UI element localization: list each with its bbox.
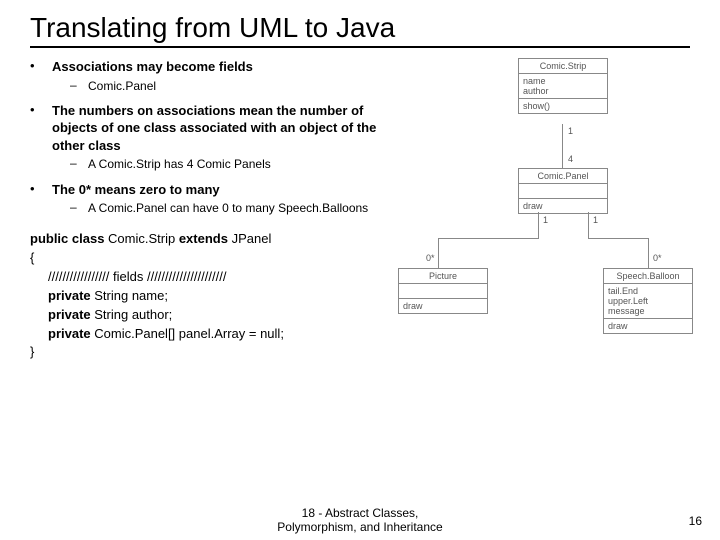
- uml-association: [438, 238, 539, 239]
- keyword: private: [48, 326, 91, 341]
- code-line: }: [30, 343, 390, 362]
- code-line: private String name;: [30, 287, 390, 306]
- keyword: public class: [30, 231, 104, 246]
- code-line: {: [30, 249, 390, 268]
- footer-center: 18 - Abstract Classes, Polymorphism, and…: [0, 506, 720, 534]
- bullet-level1: • Associations may become fields: [30, 58, 390, 76]
- code-text: Comic.Strip: [104, 231, 178, 246]
- bullet-text: Associations may become fields: [52, 58, 253, 76]
- footer-text: 18 - Abstract Classes,: [302, 506, 419, 520]
- uml-association: [538, 212, 539, 238]
- bullet-text: The 0* means zero to many: [52, 181, 220, 199]
- uml-class-ops: draw: [604, 319, 692, 333]
- page-title: Translating from UML to Java: [0, 0, 720, 46]
- code-line: public class Comic.Strip extends JPanel: [30, 230, 390, 249]
- bullet-level2: – A Comic.Strip has 4 Comic Panels: [70, 156, 390, 172]
- uml-class-name: Picture: [399, 269, 487, 284]
- content-row: • Associations may become fields – Comic…: [0, 58, 720, 378]
- bullet-marker: •: [30, 181, 52, 199]
- uml-class-attrs: [519, 184, 607, 199]
- uml-class-ops: show(): [519, 99, 607, 113]
- uml-association: [588, 212, 589, 238]
- right-column: Comic.Strip name author show() 1 4 Comic…: [390, 58, 720, 378]
- code-text: String author;: [91, 307, 173, 322]
- uml-multiplicity: 1: [543, 215, 548, 225]
- bullet-marker: •: [30, 58, 52, 76]
- uml-class-name: Speech.Balloon: [604, 269, 692, 284]
- uml-association: [648, 238, 649, 268]
- page-number: 16: [689, 514, 702, 528]
- code-line: ///////////////// fields ///////////////…: [30, 268, 390, 287]
- keyword: extends: [179, 231, 228, 246]
- code-text: String name;: [91, 288, 168, 303]
- uml-multiplicity: 1: [593, 215, 598, 225]
- uml-association: [562, 124, 563, 168]
- code-line: private String author;: [30, 306, 390, 325]
- dash-marker: –: [70, 78, 88, 94]
- uml-class-attrs: tail.End upper.Left message: [604, 284, 692, 319]
- uml-class-name: Comic.Strip: [519, 59, 607, 74]
- footer-text: Polymorphism, and Inheritance: [277, 520, 442, 534]
- bullet-level2: – A Comic.Panel can have 0 to many Speec…: [70, 200, 390, 216]
- uml-diagram: Comic.Strip name author show() 1 4 Comic…: [398, 58, 698, 378]
- bullet-text: Comic.Panel: [88, 78, 156, 94]
- left-column: • Associations may become fields – Comic…: [30, 58, 390, 378]
- uml-multiplicity: 0*: [426, 253, 435, 263]
- bullet-level1: • The 0* means zero to many: [30, 181, 390, 199]
- bullet-text: A Comic.Strip has 4 Comic Panels: [88, 156, 271, 172]
- uml-multiplicity: 0*: [653, 253, 662, 263]
- uml-multiplicity: 4: [568, 154, 573, 164]
- uml-association: [588, 238, 648, 239]
- uml-class-comicpanel: Comic.Panel draw: [518, 168, 608, 214]
- keyword: private: [48, 288, 91, 303]
- dash-marker: –: [70, 200, 88, 216]
- uml-multiplicity: 1: [568, 126, 573, 136]
- bullet-marker: •: [30, 102, 52, 155]
- uml-class-picture: Picture draw: [398, 268, 488, 314]
- uml-class-comicstrip: Comic.Strip name author show(): [518, 58, 608, 114]
- title-underline: [30, 46, 690, 48]
- uml-class-ops: draw: [519, 199, 607, 213]
- dash-marker: –: [70, 156, 88, 172]
- code-block: public class Comic.Strip extends JPanel …: [30, 230, 390, 362]
- uml-class-speechballoon: Speech.Balloon tail.End upper.Left messa…: [603, 268, 693, 334]
- bullet-text: The numbers on associations mean the num…: [52, 102, 390, 155]
- code-text: JPanel: [228, 231, 271, 246]
- uml-class-attrs: [399, 284, 487, 299]
- uml-class-name: Comic.Panel: [519, 169, 607, 184]
- code-line: private Comic.Panel[] panel.Array = null…: [30, 325, 390, 344]
- bullet-text: A Comic.Panel can have 0 to many Speech.…: [88, 200, 368, 216]
- bullet-level2: – Comic.Panel: [70, 78, 390, 94]
- uml-class-ops: draw: [399, 299, 487, 313]
- uml-association: [438, 238, 439, 268]
- bullet-level1: • The numbers on associations mean the n…: [30, 102, 390, 155]
- uml-class-attrs: name author: [519, 74, 607, 99]
- code-text: Comic.Panel[] panel.Array = null;: [91, 326, 284, 341]
- keyword: private: [48, 307, 91, 322]
